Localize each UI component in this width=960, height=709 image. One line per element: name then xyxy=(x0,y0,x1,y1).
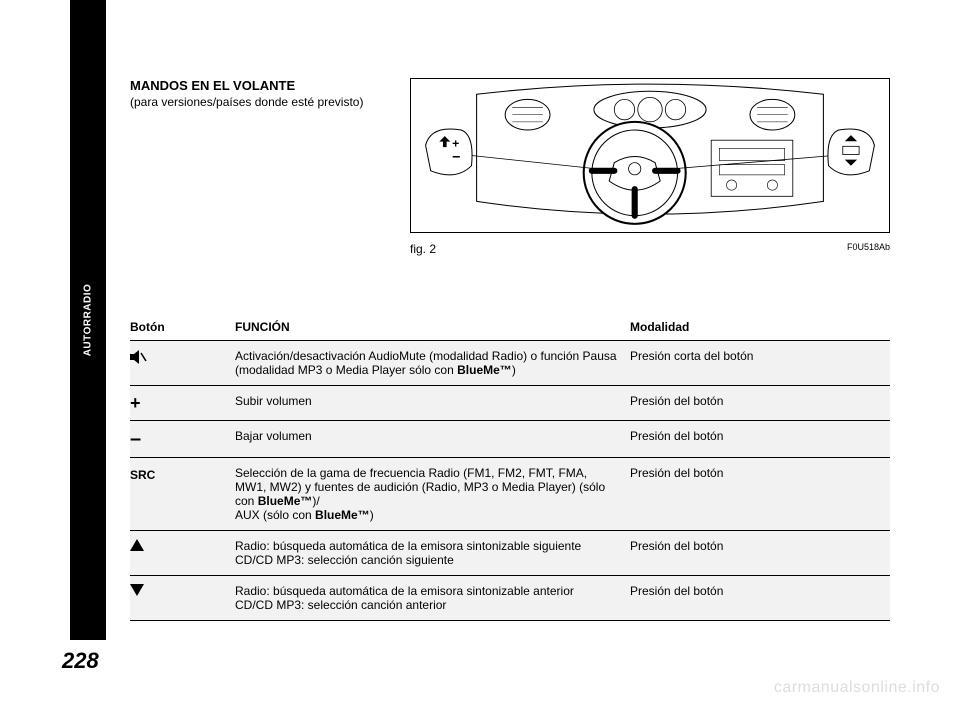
figure-block: + − fig. 2 F0U518Ab xyxy=(410,78,890,256)
button-text: SRC xyxy=(130,468,155,482)
header-boton: Botón xyxy=(130,314,235,341)
figure-caption: fig. 2 xyxy=(410,242,436,256)
header-modalidad: Modalidad xyxy=(630,314,890,341)
header-funcion: FUNCIÓN xyxy=(235,314,630,341)
heading-row: MANDOS EN EL VOLANTE (para versiones/paí… xyxy=(130,78,890,256)
page-content: MANDOS EN EL VOLANTE (para versiones/paí… xyxy=(130,78,890,621)
mute-icon xyxy=(130,349,148,365)
cell-modalidad: Presión del botón xyxy=(630,421,890,458)
cell-boton: SRC xyxy=(130,458,235,531)
steering-wheel-illustration: + − xyxy=(410,78,890,233)
cell-boton xyxy=(130,576,235,621)
triangle-down-icon xyxy=(130,584,144,596)
table-row: SRC Selección de la gama de frecuencia Ra… xyxy=(130,458,890,531)
cell-funcion: Bajar volumen xyxy=(235,421,630,458)
svg-text:−: − xyxy=(452,150,460,166)
table-row: Radio: búsqueda automática de la emisora… xyxy=(130,531,890,576)
page-number: 228 xyxy=(62,648,99,674)
table-row: Radio: búsqueda automática de la emisora… xyxy=(130,576,890,621)
sidebar-label: AUTORRADIO xyxy=(83,284,94,357)
figure-caption-row: fig. 2 F0U518Ab xyxy=(410,242,890,256)
watermark: carmanualsonline.info xyxy=(774,679,940,697)
heading-subtitle: (para versiones/países donde esté previs… xyxy=(130,95,390,109)
controls-table: Botón FUNCIÓN Modalidad Activación/desac… xyxy=(130,314,890,621)
cell-boton xyxy=(130,531,235,576)
cell-modalidad: Presión del botón xyxy=(630,531,890,576)
cell-modalidad: Presión del botón xyxy=(630,386,890,421)
cell-modalidad: Presión del botón xyxy=(630,576,890,621)
cell-funcion: Activación/desactivación AudioMute (moda… xyxy=(235,341,630,386)
triangle-up-icon xyxy=(130,539,144,551)
plus-icon: + xyxy=(130,393,141,413)
cell-modalidad: Presión corta del botón xyxy=(630,341,890,386)
cell-funcion: Subir volumen xyxy=(235,386,630,421)
cell-funcion: Radio: búsqueda automática de la emisora… xyxy=(235,531,630,576)
table-row: Activación/desactivación AudioMute (moda… xyxy=(130,341,890,386)
cell-funcion: Radio: búsqueda automática de la emisora… xyxy=(235,576,630,621)
cell-boton xyxy=(130,341,235,386)
table-header-row: Botón FUNCIÓN Modalidad xyxy=(130,314,890,341)
minus-icon: – xyxy=(130,428,141,450)
figure-code: F0U518Ab xyxy=(847,242,890,256)
sidebar-tab: AUTORRADIO xyxy=(70,0,106,640)
heading-block: MANDOS EN EL VOLANTE (para versiones/paí… xyxy=(130,78,410,109)
heading-title: MANDOS EN EL VOLANTE xyxy=(130,78,390,93)
table-row: + Subir volumenPresión del botón xyxy=(130,386,890,421)
cell-funcion: Selección de la gama de frecuencia Radio… xyxy=(235,458,630,531)
table-row: – Bajar volumenPresión del botón xyxy=(130,421,890,458)
cell-boton: + xyxy=(130,386,235,421)
cell-modalidad: Presión del botón xyxy=(630,458,890,531)
svg-text:+: + xyxy=(452,136,459,150)
cell-boton: – xyxy=(130,421,235,458)
